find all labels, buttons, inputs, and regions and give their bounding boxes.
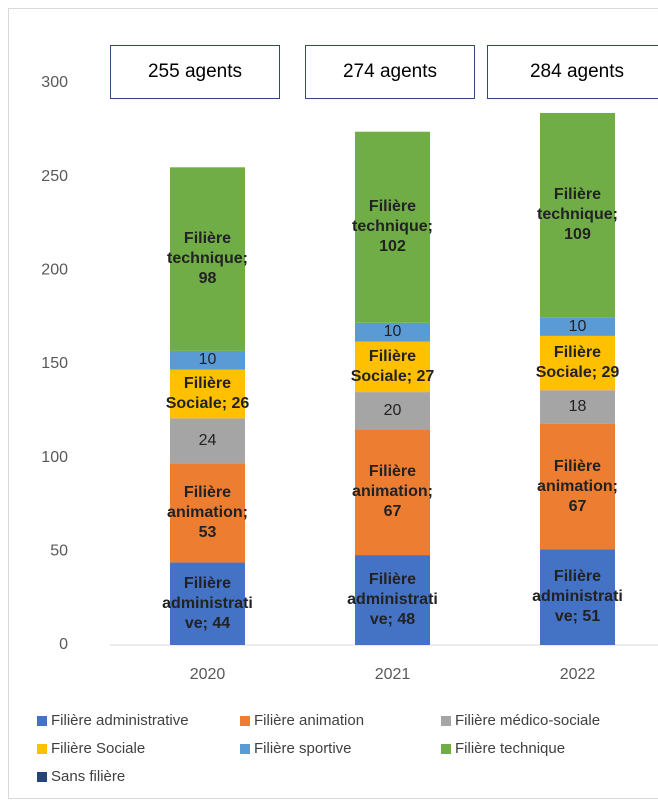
data-label: Filière technique; 109 bbox=[537, 186, 618, 244]
bar-segment bbox=[540, 390, 615, 424]
legend-swatch bbox=[441, 715, 451, 726]
legend-swatch bbox=[37, 743, 47, 754]
legend-item: Filière technique bbox=[441, 740, 565, 757]
data-label: Filière animation; 67 bbox=[537, 457, 618, 515]
bar-segment bbox=[355, 341, 430, 393]
bar-segment bbox=[540, 549, 615, 645]
legend-item: Filière animation bbox=[240, 712, 364, 729]
y-tick-label: 100 bbox=[41, 449, 68, 466]
bar-segment bbox=[170, 463, 245, 563]
legend-swatch bbox=[240, 715, 250, 726]
data-label: 10 bbox=[198, 351, 217, 369]
total-annotation: 284 agents bbox=[487, 45, 658, 99]
data-label: 24 bbox=[198, 431, 217, 449]
bar-segment bbox=[355, 392, 430, 430]
bar-segment bbox=[355, 322, 430, 342]
y-tick-label: 200 bbox=[41, 262, 68, 279]
y-tick-label: 0 bbox=[59, 636, 68, 653]
legend-item: Filière médico-sociale bbox=[441, 712, 600, 729]
data-label: Filière administrative; 44 bbox=[162, 574, 253, 632]
total-annotation: 255 agents bbox=[110, 45, 280, 99]
legend-label: Sans filière bbox=[51, 768, 126, 785]
legend-swatch bbox=[240, 743, 250, 754]
data-label: 10 bbox=[383, 323, 402, 341]
y-tick-label: 50 bbox=[50, 543, 68, 560]
bar-segment bbox=[170, 369, 245, 419]
data-label: Filière administrative; 51 bbox=[532, 568, 623, 626]
legend-label: Filière administrative bbox=[51, 712, 189, 729]
bar-segment bbox=[540, 423, 615, 550]
bar-segment bbox=[170, 562, 245, 645]
y-tick-label: 300 bbox=[41, 74, 68, 91]
legend-item: Sans filière bbox=[37, 768, 125, 785]
total-annotation: 274 agents bbox=[305, 45, 475, 99]
bar-segment bbox=[540, 317, 615, 336]
data-label: Filière animation; 67 bbox=[352, 463, 433, 521]
bar-segment bbox=[540, 335, 615, 391]
bar-segment bbox=[355, 555, 430, 645]
data-label: Filière administrative; 48 bbox=[347, 571, 438, 629]
bar-segment bbox=[170, 350, 245, 370]
data-label: Filière Sociale; 26 bbox=[165, 374, 250, 412]
y-tick-label: 150 bbox=[41, 355, 68, 372]
legend-item: Filière administrative bbox=[37, 712, 189, 729]
legend-item: Filière sportive bbox=[240, 740, 352, 757]
data-label: Filière Sociale; 27 bbox=[350, 347, 435, 385]
legend-label: Filière Sociale bbox=[51, 740, 146, 757]
bar-segment bbox=[355, 131, 430, 323]
data-label: 18 bbox=[568, 398, 587, 416]
legend-swatch bbox=[37, 715, 47, 726]
data-label: Filière technique; 102 bbox=[352, 198, 433, 256]
x-tick-label: 2022 bbox=[560, 666, 596, 683]
data-label: Filière technique; 98 bbox=[167, 230, 248, 288]
data-label: 10 bbox=[568, 317, 587, 335]
legend-label: Filière technique bbox=[455, 740, 566, 757]
data-label: 20 bbox=[383, 401, 402, 419]
bar-segment bbox=[355, 429, 430, 556]
legend-swatch bbox=[37, 771, 47, 782]
y-tick-label: 250 bbox=[41, 168, 68, 185]
legend-item: Filière Sociale bbox=[37, 740, 145, 757]
x-tick-label: 2021 bbox=[375, 666, 411, 683]
legend-label: Filière médico-sociale bbox=[455, 712, 601, 729]
bar-segment bbox=[170, 418, 245, 464]
bar-segment bbox=[540, 112, 615, 318]
legend-label: Filière animation bbox=[254, 712, 365, 729]
legend-label: Filière sportive bbox=[254, 740, 352, 757]
legend-swatch bbox=[441, 743, 451, 754]
data-label: Filière animation; 53 bbox=[167, 483, 248, 541]
bar-segment bbox=[170, 167, 245, 351]
x-tick-label: 2020 bbox=[190, 666, 226, 683]
data-label: Filière Sociale; 29 bbox=[535, 344, 620, 382]
